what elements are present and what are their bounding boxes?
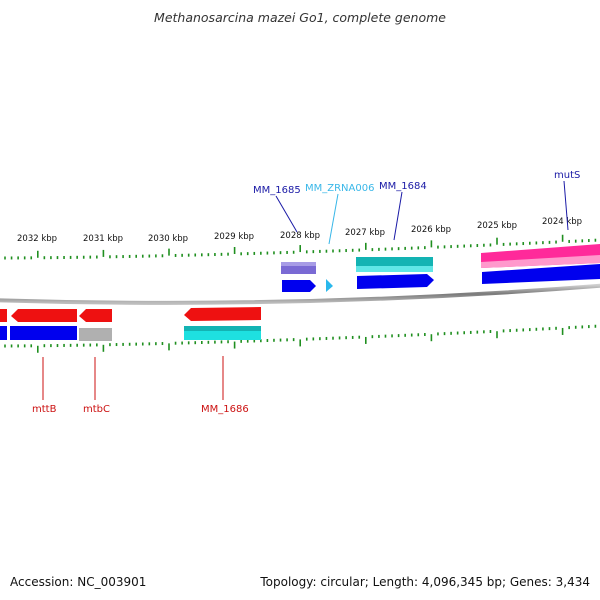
tick-label-2025: 2025 kbp [477,221,517,231]
feature-left-blue[interactable] [0,326,7,340]
gene-label-mm-zrna006[interactable]: MM_ZRNA006 [305,183,374,194]
genome-info-text: Topology: circular; Length: 4,096,345 bp… [260,575,590,589]
gene-label-mm1684[interactable]: MM_1684 [379,181,427,192]
reverse-strand-features [0,307,261,341]
genome-backbone [0,283,600,305]
tick-label-2024: 2024 kbp [542,217,582,227]
feature-mtbc[interactable] [79,309,112,322]
feature-mttb-bottom[interactable] [10,326,77,340]
gene-label-mm1686[interactable]: MM_1686 [201,404,249,415]
leader-muts [563,180,569,231]
feature-mm1684[interactable] [357,274,434,289]
feature-mm1686[interactable] [184,307,261,321]
tick-label-2032: 2032 kbp [17,234,57,244]
label-leaders [42,180,569,400]
feature-muts[interactable] [482,264,600,284]
feature-highlight [184,326,261,331]
tick-label-2027: 2027 kbp [345,228,385,238]
feature-mm1685[interactable] [282,280,316,292]
map-title: Methanosarcina mazei Go1, complete genom… [154,10,446,25]
leader-mm1685 [275,195,298,233]
feature-left-red[interactable] [0,309,7,322]
feature-highlight [356,266,433,272]
gene-label-muts[interactable]: mutS [554,170,580,181]
gene-label-mttb[interactable]: mttB [32,404,57,415]
gene-label-mtbc[interactable]: mtbC [83,404,110,415]
forward-strand-features [281,244,600,292]
feature-highlight [481,255,600,268]
upper-tick-track [4,234,597,260]
leader-mm1684 [393,191,403,241]
tick-label-2028: 2028 kbp [280,231,320,241]
tick-label-2029: 2029 kbp [214,232,254,242]
gene-labels: MM_1685 MM_ZRNA006 MM_1684 mutS mttB mtb… [32,170,580,415]
feature-mttb[interactable] [11,309,77,322]
tick-labels: 2032 kbp 2031 kbp 2030 kbp 2029 kbp 2028… [17,217,582,244]
lower-tick-track [4,324,597,353]
feature-mtbc-bottom[interactable] [79,328,112,341]
gene-label-mm1685[interactable]: MM_1685 [253,185,301,196]
feature-highlight [281,262,316,266]
feature-mm-zrna006[interactable] [326,279,333,292]
leader-mm-zrna006 [328,193,339,245]
accession-text: Accession: NC_003901 [10,575,147,589]
tick-label-2031: 2031 kbp [83,234,123,244]
tick-label-2030: 2030 kbp [148,234,188,244]
tick-label-2026: 2026 kbp [411,225,451,235]
